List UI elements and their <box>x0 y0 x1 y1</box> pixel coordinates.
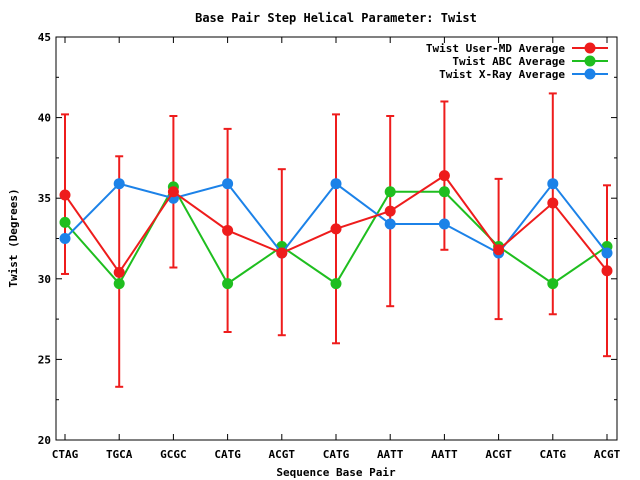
x-tick-label-4: ACGT <box>269 448 296 461</box>
series-1-point-6 <box>384 186 396 198</box>
series-0-point-9 <box>547 197 559 209</box>
legend-label-1: Twist ABC Average <box>452 55 565 68</box>
series-2-point-5 <box>330 178 342 190</box>
x-tick-label-3: CATG <box>214 448 241 461</box>
series-0-point-1 <box>113 266 125 278</box>
series-0-point-8 <box>493 244 505 256</box>
x-tick-label-8: ACGT <box>485 448 512 461</box>
x-tick-label-6: AATT <box>377 448 404 461</box>
series-2-point-10 <box>601 247 613 259</box>
series-0-point-0 <box>59 189 71 201</box>
y-tick-label-1: 25 <box>38 353 51 366</box>
y-tick-label-0: 20 <box>38 434 51 447</box>
series-2-point-9 <box>547 178 559 190</box>
x-tick-label-7: AATT <box>431 448 458 461</box>
series-2-point-3 <box>222 178 234 190</box>
series-1-point-0 <box>59 216 71 228</box>
series-2-point-0 <box>59 233 71 244</box>
y-axis-label: Twist (Degrees) <box>7 188 20 287</box>
series-1-point-7 <box>438 186 450 198</box>
series-0-point-4 <box>276 247 288 259</box>
series-0-point-2 <box>167 186 179 198</box>
series-2-point-6 <box>384 218 396 230</box>
legend-label-2: Twist X-Ray Average <box>439 68 565 81</box>
series-1-point-5 <box>330 278 342 290</box>
series-0-point-3 <box>222 224 234 236</box>
plot-area: 20 25 30 35 40 45 CTAG TGCA GCGC CATG ACGT CATG AATT… <box>38 31 621 461</box>
series-2-point-1 <box>113 178 125 190</box>
y-tick-label-2: 30 <box>38 273 51 286</box>
x-tick-label-9: CATG <box>540 448 567 461</box>
series-0-point-6 <box>384 205 396 217</box>
y-tick-label-3: 35 <box>38 192 51 205</box>
series-1-point-9 <box>547 278 559 290</box>
y-tick-label-5: 45 <box>38 31 51 44</box>
x-tick-label-2: GCGC <box>160 448 187 461</box>
legend-swatch-marker-1 <box>584 55 596 67</box>
x-tick-label-0: CTAG <box>52 448 79 461</box>
series-1-point-1 <box>113 278 125 290</box>
y-tick-label-4: 40 <box>38 112 51 125</box>
series-2-point-7 <box>438 218 450 230</box>
legend-label-0: Twist User-MD Average <box>426 42 565 55</box>
series-1-point-3 <box>222 278 234 290</box>
series-0-point-7 <box>438 170 450 182</box>
x-tick-label-10: ACGT <box>594 448 621 461</box>
legend-swatch-marker-2 <box>584 68 596 80</box>
x-tick-label-1: TGCA <box>106 448 133 461</box>
chart-title: Base Pair Step Helical Parameter: Twist <box>195 11 477 25</box>
x-tick-label-5: CATG <box>323 448 350 461</box>
legend-swatch-marker-0 <box>584 42 596 54</box>
series-0-point-10 <box>601 265 613 277</box>
series-0-point-5 <box>330 223 342 235</box>
x-axis-label: Sequence Base Pair <box>276 466 396 479</box>
